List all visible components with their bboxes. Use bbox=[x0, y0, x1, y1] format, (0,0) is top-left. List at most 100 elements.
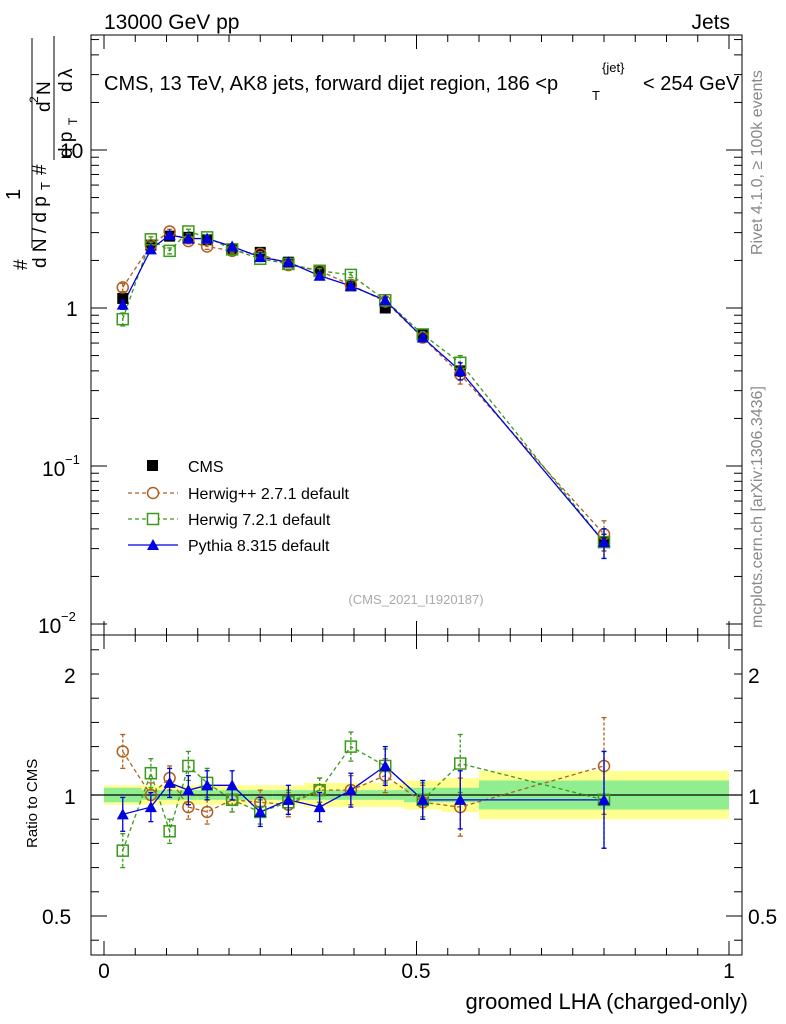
svg-text:d N / d p: d N / d p bbox=[30, 196, 51, 268]
analysis-id-watermark: (CMS_2021_I1920187) bbox=[348, 592, 483, 607]
svg-text:λ: λ bbox=[56, 68, 77, 78]
pythia-ratio-point-11 bbox=[416, 793, 429, 805]
pythia-point-5 bbox=[226, 240, 239, 252]
ratio-tick-label-2: 2 bbox=[64, 665, 76, 688]
title-var: p bbox=[547, 73, 558, 95]
pythia-point-6 bbox=[254, 251, 267, 263]
pythia-point-7 bbox=[282, 256, 295, 268]
legend: CMS Herwig++ 2.7.1 default Herwig 7.2.1 … bbox=[128, 459, 350, 555]
pythia-ratio-point-1 bbox=[144, 801, 157, 813]
main-y-tick-labels: 10 1 10 −1 10 −2 bbox=[38, 140, 83, 638]
legend-marker-cms bbox=[147, 460, 158, 471]
herwig7-ratio-point-9 bbox=[344, 740, 358, 753]
pythia-ratio-point-12 bbox=[454, 793, 467, 805]
herwig7-ratio-point-12 bbox=[454, 757, 467, 770]
herwig7-point-2 bbox=[163, 244, 176, 258]
pythia-ratio-point-9 bbox=[344, 784, 357, 796]
svg-text:CMS, 13 TeV, AK8 jets, forward: CMS, 13 TeV, AK8 jets, forward dijet reg… bbox=[104, 73, 558, 95]
title-var-sup: {jet} bbox=[602, 60, 625, 75]
ratio-tick-label-1: 1 bbox=[64, 786, 76, 809]
ratio-line-herwig7 bbox=[122, 745, 605, 851]
legend-label-herwig7: Herwig 7.2.1 default bbox=[188, 512, 331, 529]
legend-label-herwigpp: Herwig++ 2.7.1 default bbox=[188, 486, 350, 503]
herwig7-point-0 bbox=[116, 312, 129, 326]
herwigpp-ratio-point-4 bbox=[200, 805, 214, 819]
y-tick-label-10: 10 bbox=[60, 140, 83, 163]
y-tick-label-0-1: 10 bbox=[42, 458, 65, 481]
legend-entry-herwig7: Herwig 7.2.1 default bbox=[128, 512, 331, 529]
cms-point-0 bbox=[117, 292, 129, 304]
pythia-point-0 bbox=[116, 298, 129, 310]
legend-marker-herwigpp bbox=[146, 486, 160, 500]
svg-text:T: T bbox=[38, 182, 53, 190]
y-tick-label-0-1-exp: −1 bbox=[65, 452, 80, 467]
herwig7-ratio-point-3 bbox=[182, 759, 195, 773]
pythia-point-3 bbox=[182, 232, 195, 244]
svg-text:d: d bbox=[56, 81, 77, 92]
svg-text:2: 2 bbox=[27, 96, 41, 103]
svg-text:d p: d p bbox=[56, 132, 77, 158]
pythia-point-4 bbox=[201, 232, 214, 244]
pythia-point-2 bbox=[163, 228, 176, 240]
pythia-ratio-point-4 bbox=[201, 779, 214, 791]
legend-entry-cms: CMS bbox=[147, 459, 224, 476]
pythia-point-10 bbox=[379, 294, 392, 306]
title-end: < 254 GeV bbox=[643, 73, 740, 95]
pythia-point-1 bbox=[144, 243, 157, 255]
x-axis-label: groomed LHA (charged-only) bbox=[466, 989, 748, 1014]
pythia-ratio-point-0 bbox=[116, 808, 129, 820]
svg-text:#: # bbox=[11, 259, 32, 270]
pythia-ratio-point-3 bbox=[182, 784, 195, 796]
main-series bbox=[116, 225, 611, 560]
header-left: 13000 GeV pp bbox=[104, 11, 239, 34]
axis-ticks bbox=[91, 35, 742, 955]
y-tick-label-1: 1 bbox=[66, 298, 78, 321]
legend-label-cms: CMS bbox=[188, 459, 224, 476]
svg-text:T: T bbox=[66, 117, 80, 125]
main-y-axis-label: # 1 d N / d p T # d 2 N d p T d λ bbox=[3, 36, 80, 270]
y-tick-label-0-01-exp: −2 bbox=[61, 609, 76, 624]
herwig7-ratio-point-0 bbox=[116, 844, 129, 857]
legend-entry-pythia: Pythia 8.315 default bbox=[128, 538, 330, 555]
herwig7-ratio-point-2 bbox=[163, 825, 176, 838]
legend-label-pythia: Pythia 8.315 default bbox=[188, 538, 330, 555]
herwig7-ratio-point-1 bbox=[144, 766, 158, 780]
pythia-point-8 bbox=[313, 269, 326, 281]
ratio-tick-label-0-5-right: 0.5 bbox=[748, 906, 777, 929]
rivet-label: Rivet 4.1.0, ≥ 100k events bbox=[749, 70, 766, 255]
pythia-ratio-point-6 bbox=[254, 805, 267, 817]
ratio-tick-label-2-right: 2 bbox=[748, 665, 760, 688]
pythia-point-9 bbox=[344, 279, 357, 291]
pythia-ratio-point-5 bbox=[226, 779, 239, 791]
svg-text:d: d bbox=[34, 101, 55, 112]
pythia-ratio-point-8 bbox=[313, 801, 326, 813]
pythia-point-11 bbox=[416, 331, 429, 343]
herwigpp-ratio-point-0 bbox=[116, 745, 129, 758]
y-tick-label-0-01: 10 bbox=[38, 615, 61, 638]
pythia-ratio-point-13 bbox=[598, 793, 610, 805]
pythia-ratio-point-2 bbox=[163, 776, 176, 788]
ratio-tick-label-0-5: 0.5 bbox=[42, 906, 71, 929]
legend-entry-herwigpp: Herwig++ 2.7.1 default bbox=[128, 486, 350, 503]
pythia-point-13 bbox=[598, 536, 610, 548]
svg-text:1: 1 bbox=[3, 189, 25, 200]
pythia-ratio-point-10 bbox=[379, 759, 392, 771]
svg-text:N: N bbox=[34, 81, 55, 95]
herwigpp-point-0 bbox=[116, 281, 129, 294]
x-tick-label-0-5: 0.5 bbox=[401, 960, 430, 983]
ratio-series bbox=[116, 716, 611, 869]
header-right: Jets bbox=[691, 11, 730, 34]
legend-marker-herwig7 bbox=[146, 512, 160, 526]
pythia-ratio-point-7 bbox=[282, 793, 295, 805]
ratio-tick-label-1-right: 1 bbox=[748, 786, 760, 809]
mcplots-label: mcplots.cern.ch [arXiv:1306.3436] bbox=[749, 386, 766, 628]
legend-marker-pythia bbox=[147, 539, 159, 550]
svg-text:#: # bbox=[30, 164, 51, 175]
ratio-y-axis-label: Ratio to CMS bbox=[24, 759, 41, 848]
x-tick-label-0: 0 bbox=[98, 960, 110, 983]
pythia-point-12 bbox=[454, 364, 467, 376]
cms-point-10 bbox=[379, 302, 391, 314]
title-main: CMS, 13 TeV, AK8 jets, forward dijet reg… bbox=[104, 73, 547, 95]
title-var-sub: T bbox=[592, 88, 600, 103]
